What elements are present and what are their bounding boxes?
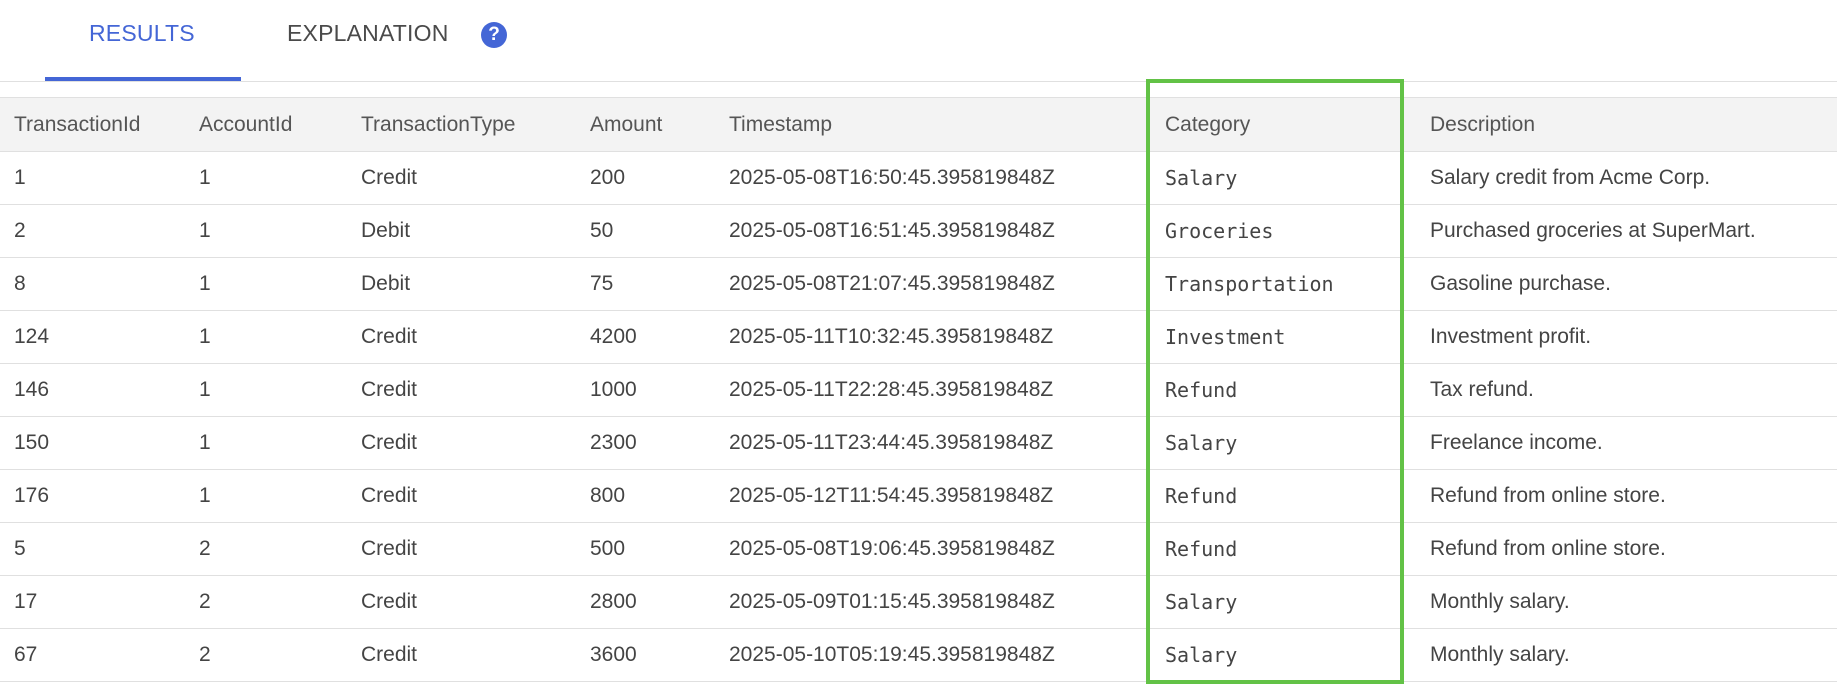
- cell-description: Salary credit from Acme Corp.: [1430, 151, 1837, 205]
- cell-transactionid: 176: [0, 469, 199, 523]
- cell-timestamp: 2025-05-08T16:51:45.395819848Z: [729, 204, 1165, 258]
- column-header-amount[interactable]: Amount: [590, 97, 729, 152]
- cell-description: Gasoline purchase.: [1430, 257, 1837, 311]
- cell-amount: 1000: [590, 363, 729, 417]
- column-header-description[interactable]: Description: [1430, 97, 1837, 152]
- cell-amount: 500: [590, 522, 729, 576]
- cell-description: Purchased groceries at SuperMart.: [1430, 204, 1837, 258]
- cell-transactiontype: Credit: [361, 575, 590, 629]
- cell-amount: 800: [590, 469, 729, 523]
- cell-transactiontype: Credit: [361, 416, 590, 470]
- cell-timestamp: 2025-05-08T19:06:45.395819848Z: [729, 522, 1165, 576]
- table-row[interactable]: 176 1 Credit 800 2025-05-12T11:54:45.3958198…: [0, 469, 1837, 523]
- cell-category: Salary: [1165, 575, 1430, 629]
- tab-bar: RESULTS EXPLANATION ?: [0, 0, 1837, 82]
- cell-transactiontype: Credit: [361, 522, 590, 576]
- cell-description: Monthly salary.: [1430, 575, 1837, 629]
- cell-description: Investment profit.: [1430, 310, 1837, 364]
- cell-amount: 4200: [590, 310, 729, 364]
- cell-timestamp: 2025-05-08T16:50:45.395819848Z: [729, 151, 1165, 205]
- cell-transactiontype: Debit: [361, 257, 590, 311]
- column-header-transactiontype[interactable]: TransactionType: [361, 97, 590, 152]
- table-row[interactable]: 17 2 Credit 2800 2025-05-09T01:15:45.3958198…: [0, 575, 1837, 629]
- cell-transactionid: 5: [0, 522, 199, 576]
- cell-category: Salary: [1165, 151, 1430, 205]
- cell-timestamp: 2025-05-11T23:44:45.395819848Z: [729, 416, 1165, 470]
- active-tab-indicator: [45, 77, 241, 81]
- cell-category: Groceries: [1165, 204, 1430, 258]
- cell-accountid: 1: [199, 204, 361, 258]
- cell-amount: 50: [590, 204, 729, 258]
- cell-category: Refund: [1165, 469, 1430, 523]
- column-header-transactionid[interactable]: TransactionId: [0, 97, 199, 152]
- column-header-category[interactable]: Category: [1165, 97, 1430, 152]
- cell-timestamp: 2025-05-08T21:07:45.395819848Z: [729, 257, 1165, 311]
- table-row[interactable]: 150 1 Credit 2300 2025-05-11T23:44:45.395819…: [0, 416, 1837, 470]
- cell-description: Freelance income.: [1430, 416, 1837, 470]
- cell-accountid: 1: [199, 363, 361, 417]
- cell-transactiontype: Credit: [361, 628, 590, 682]
- table-header-row: TransactionId AccountId TransactionType …: [0, 97, 1837, 152]
- cell-accountid: 2: [199, 628, 361, 682]
- cell-category: Investment: [1165, 310, 1430, 364]
- cell-accountid: 1: [199, 151, 361, 205]
- cell-timestamp: 2025-05-10T05:19:45.395819848Z: [729, 628, 1165, 682]
- cell-timestamp: 2025-05-09T01:15:45.395819848Z: [729, 575, 1165, 629]
- results-table: TransactionId AccountId TransactionType …: [0, 97, 1837, 682]
- cell-transactionid: 124: [0, 310, 199, 364]
- cell-accountid: 2: [199, 522, 361, 576]
- cell-accountid: 1: [199, 257, 361, 311]
- cell-accountid: 1: [199, 310, 361, 364]
- cell-amount: 200: [590, 151, 729, 205]
- help-question-icon[interactable]: ?: [481, 22, 507, 48]
- cell-transactiontype: Debit: [361, 204, 590, 258]
- tab-explanation[interactable]: EXPLANATION: [287, 20, 449, 46]
- cell-description: Refund from online store.: [1430, 469, 1837, 523]
- cell-accountid: 2: [199, 575, 361, 629]
- table-row[interactable]: 5 2 Credit 500 2025-05-08T19:06:45.395819848…: [0, 522, 1837, 576]
- table-row[interactable]: 2 1 Debit 50 2025-05-08T16:51:45.395819848Z G…: [0, 204, 1837, 258]
- cell-transactionid: 17: [0, 575, 199, 629]
- cell-description: Refund from online store.: [1430, 522, 1837, 576]
- cell-transactionid: 2: [0, 204, 199, 258]
- cell-amount: 75: [590, 257, 729, 311]
- table-row[interactable]: 67 2 Credit 3600 2025-05-10T05:19:45.3958198…: [0, 628, 1837, 682]
- cell-timestamp: 2025-05-11T10:32:45.395819848Z: [729, 310, 1165, 364]
- cell-category: Refund: [1165, 522, 1430, 576]
- cell-timestamp: 2025-05-12T11:54:45.395819848Z: [729, 469, 1165, 523]
- cell-category: Transportation: [1165, 257, 1430, 311]
- table-row[interactable]: 146 1 Credit 1000 2025-05-11T22:28:45.395819…: [0, 363, 1837, 417]
- cell-category: Refund: [1165, 363, 1430, 417]
- tab-results[interactable]: RESULTS: [89, 20, 195, 46]
- cell-transactiontype: Credit: [361, 469, 590, 523]
- cell-amount: 2800: [590, 575, 729, 629]
- cell-transactionid: 150: [0, 416, 199, 470]
- cell-transactionid: 1: [0, 151, 199, 205]
- cell-accountid: 1: [199, 469, 361, 523]
- cell-category: Salary: [1165, 416, 1430, 470]
- cell-description: Monthly salary.: [1430, 628, 1837, 682]
- cell-transactionid: 146: [0, 363, 199, 417]
- table-row[interactable]: 1 1 Credit 200 2025-05-08T16:50:45.395819848…: [0, 151, 1837, 205]
- cell-amount: 2300: [590, 416, 729, 470]
- cell-transactiontype: Credit: [361, 310, 590, 364]
- cell-description: Tax refund.: [1430, 363, 1837, 417]
- column-header-accountid[interactable]: AccountId: [199, 97, 361, 152]
- cell-transactiontype: Credit: [361, 363, 590, 417]
- table-row[interactable]: 8 1 Debit 75 2025-05-08T21:07:45.395819848Z T…: [0, 257, 1837, 311]
- cell-transactionid: 67: [0, 628, 199, 682]
- cell-amount: 3600: [590, 628, 729, 682]
- cell-accountid: 1: [199, 416, 361, 470]
- cell-transactiontype: Credit: [361, 151, 590, 205]
- column-header-timestamp[interactable]: Timestamp: [729, 97, 1165, 152]
- cell-timestamp: 2025-05-11T22:28:45.395819848Z: [729, 363, 1165, 417]
- cell-category: Salary: [1165, 628, 1430, 682]
- table-row[interactable]: 124 1 Credit 4200 2025-05-11T10:32:45.395819…: [0, 310, 1837, 364]
- cell-transactionid: 8: [0, 257, 199, 311]
